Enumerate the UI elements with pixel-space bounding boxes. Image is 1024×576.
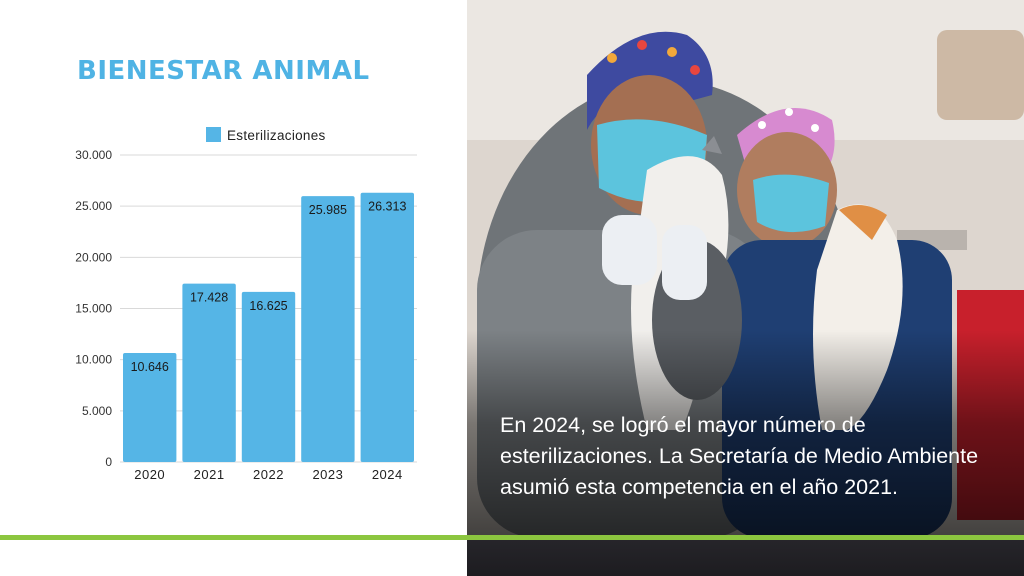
- bar: [182, 283, 236, 462]
- y-tick-label: 30.000: [75, 148, 112, 162]
- bars: 10.646 17.428 16.625 25.985 26.313: [123, 192, 414, 463]
- x-tick-label: 2023: [312, 467, 343, 482]
- x-axis-ticks: 2020 2021 2022 2023 2024: [134, 467, 403, 482]
- photo: En 2024, se logró el mayor número de est…: [467, 0, 1024, 538]
- x-tick-label: 2022: [253, 467, 284, 482]
- y-tick-label: 20.000: [75, 250, 112, 264]
- data-label: 17.428: [190, 291, 228, 305]
- x-tick-label: 2020: [134, 467, 165, 482]
- bar: [241, 291, 296, 462]
- bar: [360, 192, 414, 463]
- y-tick-label: 0: [105, 455, 112, 469]
- x-tick-label: 2024: [372, 467, 403, 482]
- x-tick-label: 2021: [194, 467, 225, 482]
- bar: [123, 353, 177, 462]
- page-title: BIENESTAR ANIMAL: [77, 56, 370, 86]
- y-axis-ticks: 0 5.000 10.000 15.000 20.000 25.000 30.000: [75, 148, 112, 469]
- bar: [301, 196, 355, 462]
- data-label: 26.313: [368, 200, 406, 214]
- legend-swatch: [206, 127, 221, 142]
- footer-dark-strip: [467, 540, 1024, 576]
- caption: En 2024, se logró el mayor número de est…: [500, 413, 979, 499]
- y-tick-label: 5.000: [82, 404, 112, 418]
- bar-chart: 0 5.000 10.000 15.000 20.000 25.000 30.000 10.…: [75, 127, 417, 482]
- y-tick-label: 25.000: [75, 199, 112, 213]
- legend: Esterilizaciones: [206, 127, 326, 143]
- y-tick-label: 10.000: [75, 353, 112, 367]
- legend-label: Esterilizaciones: [227, 128, 326, 143]
- accent-line: [0, 535, 1024, 540]
- data-label: 16.625: [249, 299, 287, 313]
- data-label: 10.646: [131, 360, 169, 374]
- chart-panel: BIENESTAR ANIMAL 0 5.000 10.000 15.000 20.00…: [0, 0, 467, 576]
- y-tick-label: 15.000: [75, 302, 112, 316]
- data-label: 25.985: [309, 203, 347, 217]
- photo-overlay: [467, 330, 1024, 538]
